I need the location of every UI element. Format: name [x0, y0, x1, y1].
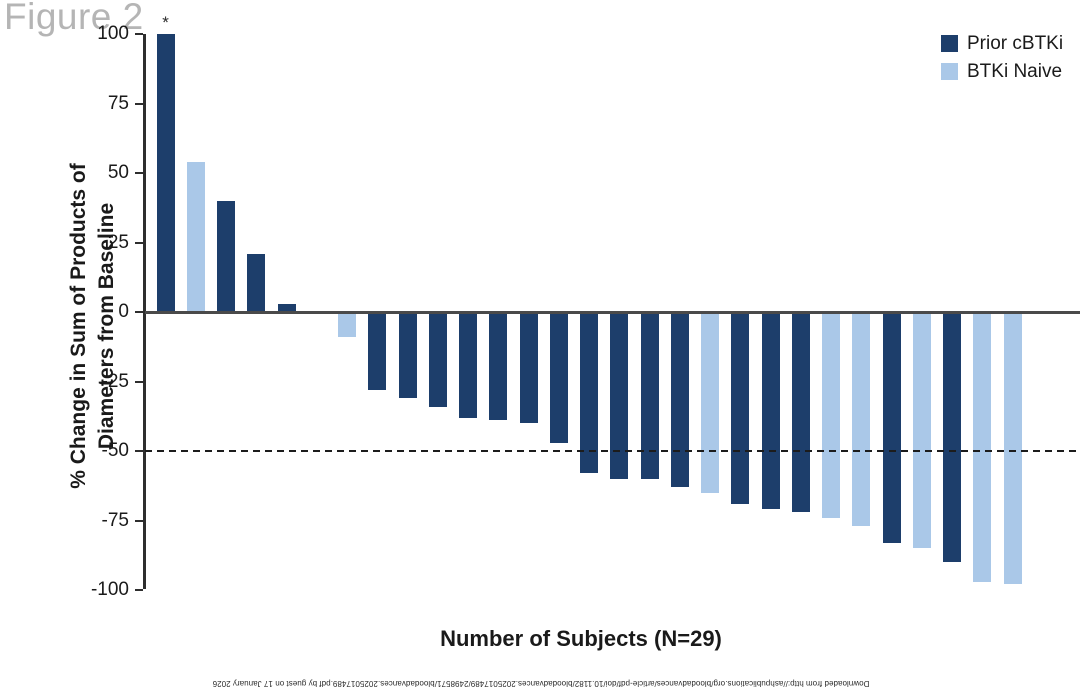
- legend-item-prior: Prior cBTKi: [941, 34, 1063, 53]
- y-axis-title-line1: % Change in Sum of Products of: [67, 163, 90, 489]
- y-axis-tick: [135, 519, 143, 522]
- bar-subject-2: [186, 161, 205, 312]
- y-axis-tick: [135, 589, 143, 591]
- bar-subject-17: [640, 312, 659, 479]
- bar-subject-3: [217, 200, 235, 312]
- bar-subject-7: [338, 312, 356, 338]
- y-axis-tick: [135, 33, 143, 35]
- bar-subject-4: [247, 253, 266, 312]
- y-axis-tick: [135, 380, 143, 383]
- bar-subject-29: [1003, 312, 1022, 585]
- legend-label-naive: BTKi Naive: [967, 61, 1063, 82]
- bar-subject-21: [761, 312, 780, 510]
- y-axis-tick-label: -50: [101, 440, 129, 461]
- y-axis-line: [143, 34, 146, 589]
- bar-subject-5: [277, 303, 296, 312]
- y-axis-tick-label: -100: [90, 579, 129, 600]
- bar-subject-13: [519, 312, 538, 424]
- legend-swatch-prior: [941, 35, 958, 52]
- y-axis-tick: [135, 241, 143, 244]
- y-axis-tick: [135, 102, 143, 105]
- bar-subject-15: [580, 312, 598, 474]
- y-axis-title: % Change in Sum of Products of Diameters…: [65, 86, 121, 566]
- bar-subject-25: [882, 312, 901, 543]
- y-axis-tick-label: 0: [118, 301, 129, 322]
- y-axis-tick: [135, 172, 143, 174]
- legend-item-naive: BTKi Naive: [941, 62, 1063, 81]
- bar-subject-12: [489, 312, 508, 421]
- bar-subject-9: [398, 312, 417, 399]
- bar-subject-11: [459, 312, 477, 418]
- reference-line-minus50: [145, 450, 1080, 452]
- y-axis-tick-label: 75: [107, 92, 129, 114]
- bar-subject-10: [428, 312, 447, 407]
- y-axis-tick-label: -75: [101, 509, 129, 531]
- bar-subject-1: [156, 34, 175, 312]
- y-axis-tick: [135, 450, 143, 452]
- bar-subject-28: [973, 312, 992, 582]
- bar-subject-22: [791, 312, 810, 513]
- bar-subject-8: [368, 312, 387, 390]
- y-axis-tick: [135, 311, 143, 313]
- bar-subject-16: [610, 312, 629, 479]
- figure-title: Figure 2: [4, 0, 144, 37]
- download-watermark: Downloaded from http://ashpublications.o…: [212, 679, 870, 688]
- y-axis-tick-label: 50: [107, 162, 129, 183]
- bar-subject-20: [731, 312, 750, 504]
- bar-subject-23: [822, 312, 840, 518]
- bar-subject-24: [852, 312, 871, 527]
- bar-subject-26: [912, 312, 931, 549]
- bar-subject-14: [549, 312, 568, 443]
- bar-subject-18: [670, 312, 689, 488]
- bar-subject-27: [943, 312, 961, 563]
- legend-label-prior: Prior cBTKi: [967, 33, 1064, 54]
- legend: Prior cBTKi BTKi Naive: [941, 34, 1063, 90]
- y-axis-tick-label: 100: [97, 23, 129, 44]
- x-axis-title: Number of Subjects (N=29): [440, 626, 722, 651]
- y-axis-title-line2: Diameters from Baseline: [95, 202, 118, 450]
- bar-subject-19: [701, 312, 719, 493]
- y-axis-tick-label: 25: [107, 231, 129, 253]
- significance-asterisk: *: [162, 13, 169, 32]
- zero-baseline: [145, 311, 1080, 314]
- legend-swatch-naive: [941, 63, 958, 80]
- y-axis-tick-label: -25: [101, 370, 129, 392]
